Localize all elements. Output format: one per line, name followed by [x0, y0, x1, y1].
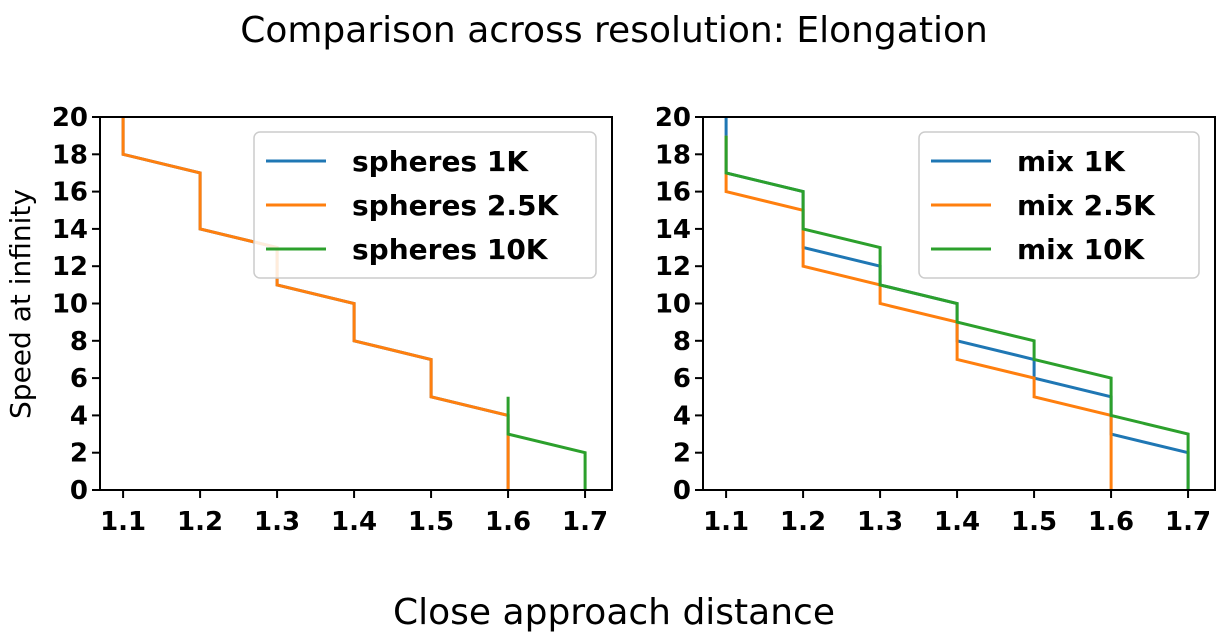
left-series-group	[121, 117, 587, 490]
right-y-tick-label: 20	[655, 103, 691, 133]
left-y-tick-label: 18	[52, 140, 88, 170]
right-legend-label: mix 2.5K	[1017, 189, 1156, 222]
right-legend-box	[918, 131, 1200, 279]
right-plot-panel: 1.1 1.2 1.3 1.4 1.5 1.6 1.7 0 2 4 6 8 10 12 14 16 18 20 mi…	[655, 103, 1216, 537]
right-legend-label: mix 10K	[1017, 233, 1146, 266]
left-y-tick-label: 12	[52, 252, 88, 282]
left-x-tick-label: 1.4	[331, 507, 377, 537]
left-y-tick-label: 10	[52, 290, 88, 320]
left-y-tick-label: 8	[70, 327, 88, 357]
right-y-tick-label: 10	[655, 290, 691, 320]
left-y-tick-label: 14	[52, 215, 88, 245]
right-x-tick-label: 1.6	[1088, 507, 1134, 537]
left-x-tick-label: 1.2	[177, 507, 223, 537]
left-legend: spheres 1K spheres 2.5K spheres 10K	[253, 131, 597, 279]
left-series-line-3	[506, 396, 587, 490]
right-series-line-2	[724, 135, 1113, 490]
right-y-tick-label: 18	[655, 140, 691, 170]
right-x-tick-label: 1.5	[1011, 507, 1057, 537]
right-x-tick-label: 1.4	[934, 507, 980, 537]
right-series-group	[724, 117, 1190, 490]
right-x-tick-label: 1.1	[703, 507, 749, 537]
left-x-tick-label: 1.6	[485, 507, 531, 537]
left-legend-box	[253, 131, 597, 279]
right-y-tick-label: 14	[655, 215, 691, 245]
left-y-tick-label: 20	[52, 103, 88, 133]
left-y-tick-label: 0	[70, 476, 88, 506]
figure-title: Comparison across resolution: Elongation	[240, 10, 988, 51]
right-legend: mix 1K mix 2.5K mix 10K	[918, 131, 1200, 279]
left-x-tick-label: 1.7	[562, 507, 608, 537]
left-x-tick-label: 1.1	[100, 507, 146, 537]
right-x-tick-label: 1.3	[857, 507, 903, 537]
right-y-tick-label: 6	[673, 364, 691, 394]
right-y-tick-label: 4	[673, 401, 691, 431]
right-y-tick-label: 12	[655, 252, 691, 282]
y-axis-label: Speed at infinity	[4, 189, 37, 419]
right-y-tick-label: 8	[673, 327, 691, 357]
left-series-line-2	[121, 117, 510, 490]
right-y-tick-label: 2	[673, 439, 691, 469]
right-legend-label: mix 1K	[1017, 145, 1126, 178]
right-x-tick-label: 1.7	[1165, 507, 1211, 537]
left-legend-label: spheres 10K	[352, 233, 549, 266]
right-series-line-3	[724, 135, 1190, 490]
right-y-tick-label: 16	[655, 178, 691, 208]
left-y-tick-label: 4	[70, 401, 88, 431]
left-x-tick-label: 1.5	[408, 507, 454, 537]
left-x-tick-label: 1.3	[254, 507, 300, 537]
left-plot-panel: 1.1 1.2 1.3 1.4 1.5 1.6 1.7 0 2 4 6 8 10 12 14 16 18 20 sp…	[52, 103, 613, 537]
right-x-tick-label: 1.2	[780, 507, 826, 537]
left-y-tick-label: 2	[70, 439, 88, 469]
left-legend-label: spheres 2.5K	[352, 189, 559, 222]
left-legend-label: spheres 1K	[352, 145, 529, 178]
left-y-tick-label: 16	[52, 178, 88, 208]
right-y-tick-label: 0	[673, 476, 691, 506]
x-axis-label: Close approach distance	[393, 592, 835, 633]
left-y-tick-label: 6	[70, 364, 88, 394]
